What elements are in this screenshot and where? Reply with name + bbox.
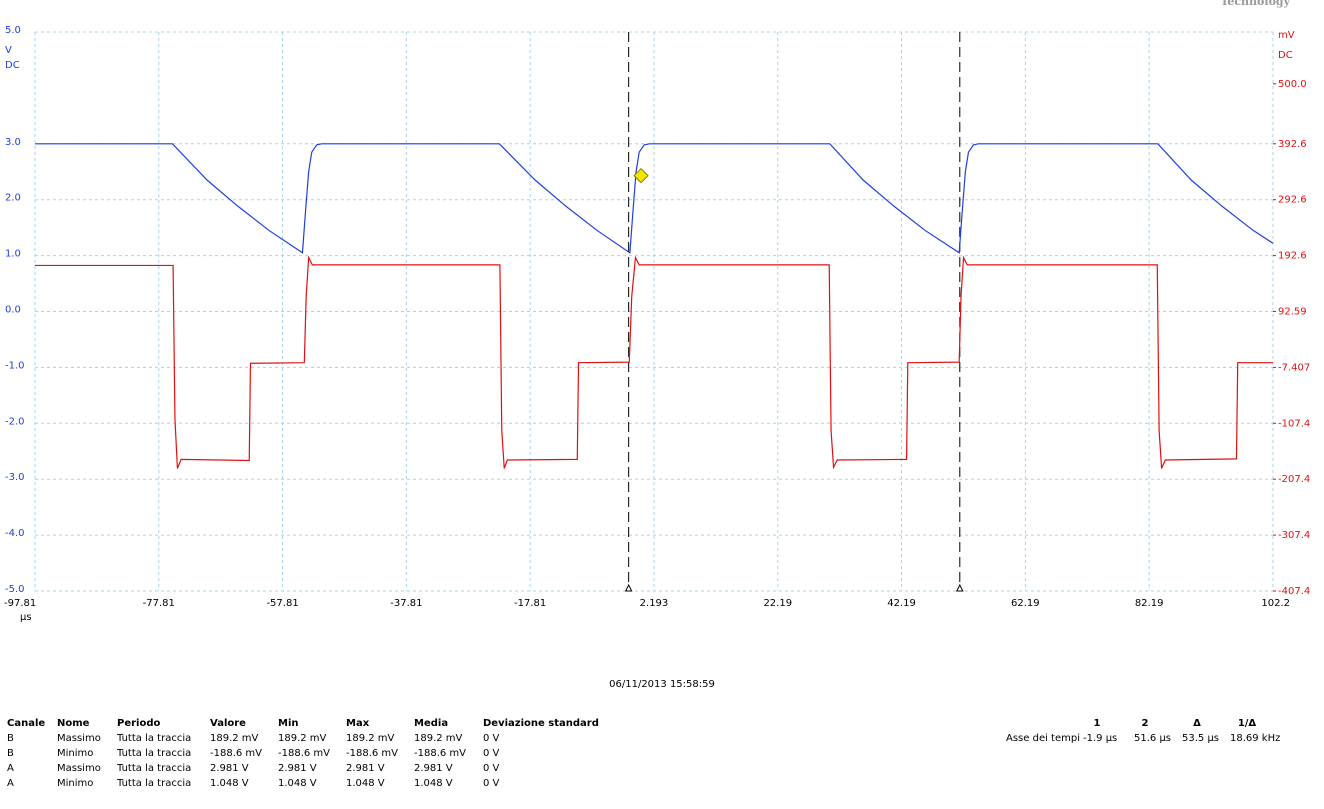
- table-cell: Tutta la traccia: [116, 733, 191, 744]
- y-tick-label: -5.0: [5, 584, 25, 595]
- table-header: Min: [278, 718, 299, 729]
- table-cell: Massimo: [57, 763, 101, 774]
- y2-unit: mV: [1278, 30, 1295, 41]
- y-tick-label: 0.0: [5, 305, 21, 316]
- cursor-header: 2: [1142, 718, 1149, 729]
- table-cell: 2.981 V: [346, 763, 385, 774]
- table-cell: 1.048 V: [210, 778, 249, 789]
- table-cell: A: [7, 778, 14, 789]
- y2-tick-label: -407.4: [1278, 586, 1310, 597]
- x-tick-label: -77.81: [143, 598, 175, 609]
- x-tick-label: 102.2: [1261, 598, 1290, 609]
- table-cell: B: [7, 733, 14, 744]
- y-tick-label: -1.0: [5, 360, 25, 371]
- y2-tick-label: -7.407: [1278, 362, 1310, 373]
- table-cell: Tutta la traccia: [116, 763, 191, 774]
- table-cell: B: [7, 748, 14, 759]
- y-tick-label: 2.0: [5, 193, 21, 204]
- table-cell: Tutta la traccia: [116, 778, 191, 789]
- table-cell: Massimo: [57, 733, 101, 744]
- table-cell: 189.2 mV: [346, 733, 395, 744]
- y-tick-label: -3.0: [5, 472, 25, 483]
- table-cell: 0 V: [483, 748, 500, 759]
- y-coupling: DC: [5, 60, 20, 71]
- y2-tick-label: -207.4: [1278, 474, 1310, 485]
- x-tick-label: 82.19: [1135, 598, 1164, 609]
- table-cell: 0 V: [483, 733, 500, 744]
- table-cell: 189.2 mV: [278, 733, 327, 744]
- table-header: Deviazione standard: [483, 718, 599, 729]
- x-unit: µs: [20, 612, 32, 623]
- cursor-cell: 53.5 µs: [1182, 733, 1219, 744]
- x-tick-label: 62.19: [1011, 598, 1040, 609]
- table-cell: A: [7, 763, 14, 774]
- table-cell: 2.981 V: [414, 763, 453, 774]
- cursor-header: 1/Δ: [1238, 718, 1257, 729]
- x-tick-label: 42.19: [887, 598, 916, 609]
- cursor-handle: [955, 583, 964, 592]
- y2-tick-label: 92.59: [1278, 307, 1307, 318]
- trace: [35, 143, 1274, 254]
- y-tick-label: 1.0: [5, 249, 21, 260]
- y-unit: V: [5, 45, 12, 56]
- table-cell: 189.2 mV: [210, 733, 259, 744]
- cursor-header: Δ: [1193, 718, 1201, 729]
- table-cell: -188.6 mV: [278, 748, 330, 759]
- x-tick-label: -37.81: [390, 598, 422, 609]
- y-tick-label: 5.0: [5, 25, 21, 36]
- cursor-cell: Asse dei tempi: [1006, 733, 1080, 744]
- trigger-marker: [633, 167, 649, 184]
- table-header: Periodo: [117, 718, 160, 729]
- table-cell: 2.981 V: [210, 763, 249, 774]
- y-tick-label: 3.0: [5, 137, 21, 148]
- cursor-cell: 51.6 µs: [1134, 733, 1171, 744]
- y-tick-label: -2.0: [5, 416, 25, 427]
- table-cell: 189.2 mV: [414, 733, 463, 744]
- y2-coupling: DC: [1278, 50, 1293, 61]
- table-cell: Minimo: [57, 748, 93, 759]
- x-tick-label: -17.81: [514, 598, 546, 609]
- timestamp: 06/11/2013 15:58:59: [609, 679, 715, 690]
- y2-tick-label: 292.6: [1278, 195, 1307, 206]
- x-tick-label: 22.19: [763, 598, 792, 609]
- cursor-header: 1: [1094, 718, 1101, 729]
- y-tick-label: -4.0: [5, 528, 25, 539]
- x-tick-label: -57.81: [266, 598, 298, 609]
- table-cell: -188.6 mV: [414, 748, 466, 759]
- table-header: Max: [346, 718, 370, 729]
- table-header: Nome: [57, 718, 90, 729]
- cursor-handle: [624, 583, 633, 592]
- cursor-cell: 18.69 kHz: [1230, 733, 1280, 744]
- y2-tick-label: -107.4: [1278, 418, 1310, 429]
- cursor-cell: -1.9 µs: [1083, 733, 1117, 744]
- table-cell: 0 V: [483, 778, 500, 789]
- table-cell: 2.981 V: [278, 763, 317, 774]
- x-tick-label: 2.193: [640, 598, 669, 609]
- table-cell: 0 V: [483, 763, 500, 774]
- x-tick-label: -97.81: [4, 598, 36, 609]
- table-cell: -188.6 mV: [346, 748, 398, 759]
- trace: [35, 255, 1273, 470]
- table-header: Canale: [7, 718, 45, 729]
- table-header: Valore: [210, 718, 246, 729]
- y2-tick-label: 392.6: [1278, 139, 1307, 150]
- y2-tick-label: -307.4: [1278, 530, 1310, 541]
- table-cell: 1.048 V: [346, 778, 385, 789]
- table-cell: Minimo: [57, 778, 93, 789]
- table-cell: 1.048 V: [414, 778, 453, 789]
- y2-tick-label: 500.0: [1278, 79, 1307, 90]
- brand: Technology: [1220, 0, 1290, 8]
- table-cell: 1.048 V: [278, 778, 317, 789]
- y2-tick-label: 192.6: [1278, 251, 1307, 262]
- table-cell: Tutta la traccia: [116, 748, 191, 759]
- table-cell: -188.6 mV: [210, 748, 262, 759]
- table-header: Media: [414, 718, 448, 729]
